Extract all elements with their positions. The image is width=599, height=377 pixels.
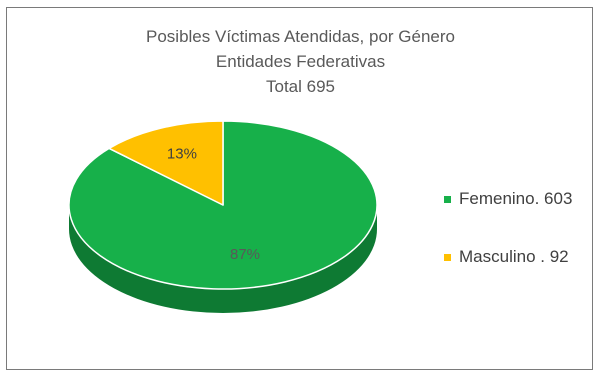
chart-title-block: Posibles Víctimas Atendidas, por Género … xyxy=(7,24,594,99)
legend-label-femenino: Femenino. 603 xyxy=(459,189,573,208)
pie-percent-label-0: 87% xyxy=(230,246,260,263)
chart-total: Total 695 xyxy=(266,77,335,96)
legend-label-masculino: Masculino . 92 xyxy=(459,247,569,266)
legend-swatch-masculino xyxy=(444,253,451,261)
legend-item-femenino: Femenino. 603 xyxy=(444,188,572,210)
chart-subtitle: Entidades Federativas xyxy=(215,52,386,71)
pie-chart: 87% 13% xyxy=(68,120,378,313)
legend-swatch-femenino xyxy=(444,195,451,203)
pie-percent-label-1: 13% xyxy=(167,145,197,162)
chart-legend: Femenino. 603 Masculino . 92 xyxy=(444,188,572,268)
chart-title: Posibles Víctimas Atendidas, por Género xyxy=(146,27,455,46)
chart-frame: Posibles Víctimas Atendidas, por Género … xyxy=(6,7,593,370)
pie-slice-1 xyxy=(108,120,224,206)
pie-side-0 xyxy=(69,205,377,313)
legend-item-masculino: Masculino . 92 xyxy=(444,246,572,268)
